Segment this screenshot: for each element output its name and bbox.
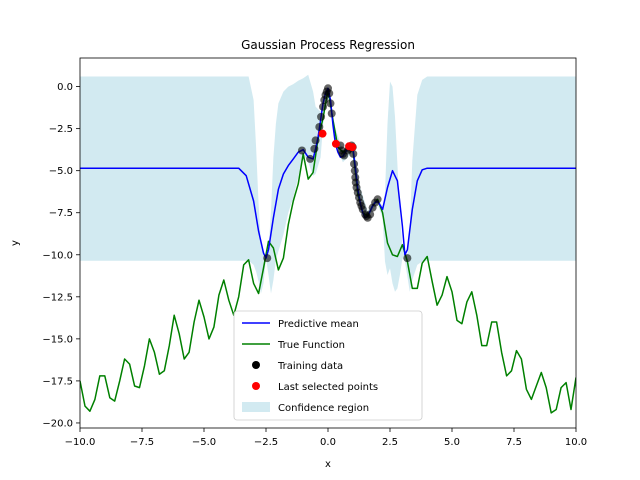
last-selected-point	[331, 139, 340, 148]
x-tick-label: −10.0	[65, 437, 96, 448]
legend-label: True Function	[277, 340, 345, 351]
training-point	[297, 146, 306, 155]
training-point	[327, 109, 336, 118]
training-point	[350, 159, 359, 168]
x-tick-label: −5.0	[192, 437, 216, 448]
training-point	[349, 149, 358, 158]
training-point	[373, 195, 382, 204]
last-selected-point	[318, 129, 327, 138]
y-tick-label: −12.5	[42, 292, 73, 303]
legend-point-swatch	[252, 382, 260, 390]
legend-point-swatch	[252, 361, 260, 369]
training-point	[319, 102, 328, 111]
y-tick-label: −15.0	[42, 334, 73, 345]
x-tick-label: 2.5	[382, 437, 398, 448]
y-tick-label: −10.0	[42, 250, 73, 261]
x-tick-label: 0.0	[320, 437, 336, 448]
y-axis: 0.0 −2.5 −5.0 −7.5 −10.0 −12.5 −15.0 −17.5 −20.0	[42, 82, 80, 429]
predictive-mean-line	[80, 87, 576, 259]
training-point	[326, 99, 335, 108]
training-point	[310, 144, 319, 153]
training-point	[403, 254, 412, 263]
legend-label: Confidence region	[278, 403, 369, 414]
y-axis-label: y	[10, 240, 21, 246]
training-point	[350, 166, 359, 175]
training-point	[311, 136, 320, 145]
y-tick-label: −7.5	[49, 208, 73, 219]
x-axis-label: x	[325, 459, 331, 470]
legend-patch-swatch	[242, 402, 270, 412]
x-tick-label: 7.5	[506, 437, 522, 448]
legend-label: Last selected points	[278, 382, 378, 393]
training-point	[325, 89, 334, 98]
x-tick-label: −7.5	[130, 437, 154, 448]
training-point	[317, 112, 326, 121]
y-tick-label: −2.5	[49, 124, 73, 135]
training-point	[263, 254, 272, 263]
plot-area	[80, 74, 576, 414]
x-axis: −10.0 −7.5 −5.0 −2.5 0.0 2.5 5.0 7.5 10.0	[65, 428, 587, 448]
legend-label: Predictive mean	[278, 319, 359, 330]
chart-title: Gaussian Process Regression	[241, 38, 415, 52]
training-point	[315, 122, 324, 131]
last-selected-point	[348, 143, 357, 152]
y-tick-label: −20.0	[42, 418, 73, 429]
y-tick-label: −17.5	[42, 376, 73, 387]
legend: Predictive mean True Function Training dat…	[233, 310, 423, 421]
training-point	[366, 210, 375, 219]
x-tick-label: 10.0	[565, 437, 587, 448]
confidence-region	[80, 74, 576, 294]
x-tick-label: 5.0	[444, 437, 460, 448]
y-tick-label: −5.0	[49, 166, 73, 177]
legend-box	[233, 310, 423, 421]
y-tick-label: 0.0	[57, 82, 73, 93]
training-point	[306, 154, 315, 163]
x-tick-label: −2.5	[254, 437, 278, 448]
legend-label: Training data	[277, 361, 343, 372]
